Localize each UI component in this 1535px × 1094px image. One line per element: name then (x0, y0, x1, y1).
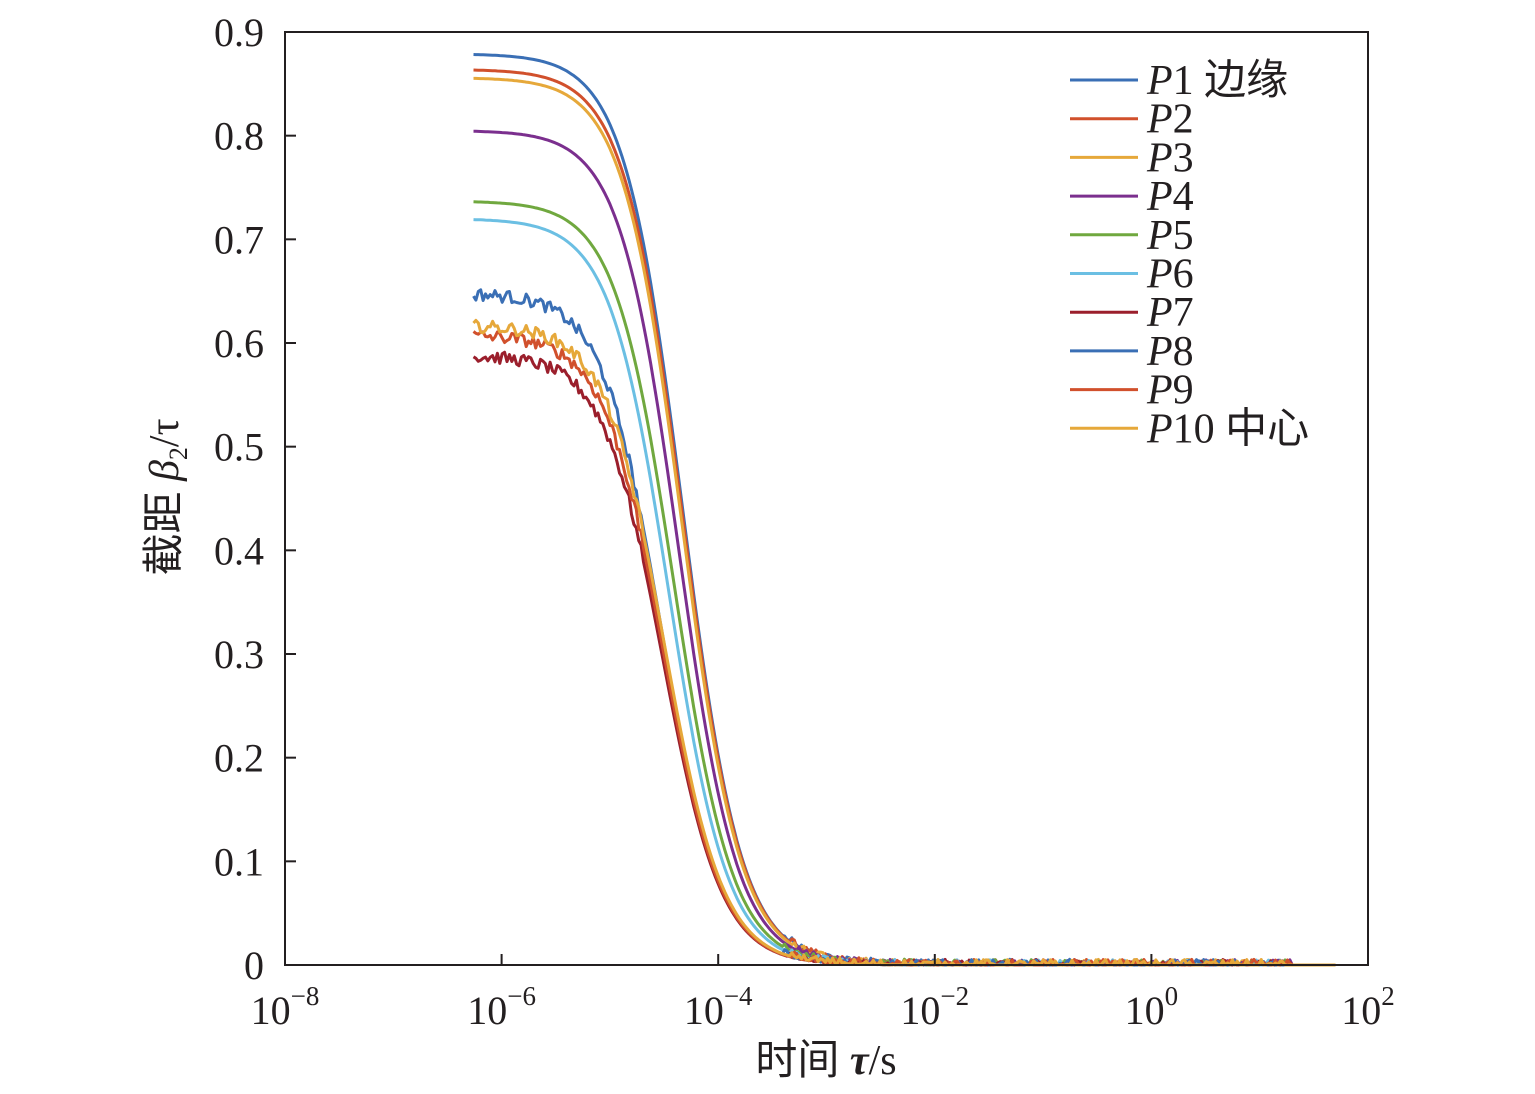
x-tick-base: 10 (1341, 988, 1381, 1033)
legend-label-suffix: 边缘 (1194, 58, 1289, 104)
y-axis-symbol: β (142, 460, 188, 482)
y-tick-label: 0.5 (214, 425, 264, 470)
y-tick-label: 0.3 (214, 632, 264, 677)
x-tick-base: 10 (684, 988, 724, 1033)
legend-label-letter: P (1146, 213, 1173, 259)
legend-label: P4 (1146, 174, 1194, 220)
y-axis-subscript: 2 (164, 447, 193, 460)
x-tick-label: 10−4 (684, 981, 753, 1033)
x-tick-exponent: 2 (1381, 981, 1395, 1011)
y-tick-label: 0.1 (214, 839, 264, 884)
legend-label: P7 (1146, 290, 1194, 336)
series-line-p5 (473, 200, 1336, 967)
legend-label-letter: P (1146, 252, 1173, 298)
legend-label-letter: P (1146, 368, 1173, 414)
x-tick-exponent: −4 (724, 981, 753, 1011)
y-axis-unit: /τ (142, 419, 188, 448)
legend-label-letter: P (1146, 97, 1173, 143)
x-tick-exponent: 0 (1165, 981, 1179, 1011)
legend-label-number: 5 (1173, 213, 1194, 259)
legend-label: P3 (1146, 135, 1194, 181)
ticks-layer: 10−8 10−6 10−4 10−2 100 10200.10.20.30.40.50.… (214, 10, 1395, 1033)
y-tick-label: 0.4 (214, 528, 264, 573)
legend-label: P9 (1146, 368, 1194, 414)
x-tick-label: 10−6 (467, 981, 536, 1033)
legend-label-number: 10 (1173, 406, 1215, 452)
legend-label: P10 中心 (1146, 406, 1309, 452)
legend-label-number: 9 (1173, 368, 1194, 414)
legend-label: P2 (1146, 97, 1194, 143)
legend-label-letter: P (1146, 135, 1173, 181)
y-tick-label: 0.7 (214, 217, 264, 262)
legend-label-letter: P (1146, 58, 1173, 104)
legend-label-number: 8 (1173, 329, 1194, 375)
legend-label-letter: P (1146, 174, 1173, 220)
y-tick-label: 0.6 (214, 321, 264, 366)
x-axis-unit: /s (869, 1038, 897, 1084)
x-tick-base: 10 (900, 988, 940, 1033)
x-axis-prefix: 时间 (755, 1038, 850, 1084)
x-tick-base: 10 (1125, 988, 1165, 1033)
x-axis-title: 时间 τ/s (755, 1038, 896, 1084)
x-tick-label: 102 (1341, 981, 1395, 1033)
x-axis-symbol: τ (850, 1038, 870, 1084)
x-tick-label: 100 (1125, 981, 1179, 1033)
legend-label-number: 6 (1173, 252, 1194, 298)
legend-label-suffix: 中心 (1215, 406, 1310, 452)
legend-label-number: 7 (1173, 290, 1194, 336)
x-tick-label: 10−2 (900, 981, 969, 1033)
y-axis-prefix: 截距 (142, 481, 188, 576)
legend-label-number: 3 (1173, 135, 1194, 181)
legend-label-letter: P (1146, 406, 1173, 452)
y-tick-label: 0.2 (214, 736, 264, 781)
legend-label: P5 (1146, 213, 1194, 259)
x-tick-exponent: −2 (940, 981, 969, 1011)
y-tick-label: 0.9 (214, 10, 264, 55)
series-line-p3 (473, 76, 1336, 967)
legend-label: P8 (1146, 329, 1194, 375)
y-axis-title: 截距 β2/τ (142, 419, 193, 576)
legend-label-letter: P (1146, 329, 1173, 375)
legend-label-letter: P (1146, 290, 1173, 336)
x-tick-label: 10−8 (251, 981, 320, 1033)
legend-label: P1 边缘 (1146, 58, 1288, 104)
series-line-p6 (473, 218, 1336, 967)
legend-label-number: 2 (1173, 97, 1194, 143)
series-line-p2 (473, 68, 1336, 967)
y-tick-label: 0.8 (214, 114, 264, 159)
series-layer (472, 53, 1336, 967)
legend-label-number: 4 (1173, 174, 1194, 220)
series-line-p4 (473, 129, 1336, 967)
legend-label-number: 1 (1173, 58, 1194, 104)
plot-frame (284, 31, 1369, 966)
legend-label: P6 (1146, 252, 1194, 298)
x-tick-base: 10 (251, 988, 291, 1033)
x-tick-base: 10 (467, 988, 507, 1033)
y-tick-label: 0 (244, 943, 264, 988)
x-tick-exponent: −6 (507, 981, 536, 1011)
x-tick-exponent: −8 (291, 981, 320, 1011)
